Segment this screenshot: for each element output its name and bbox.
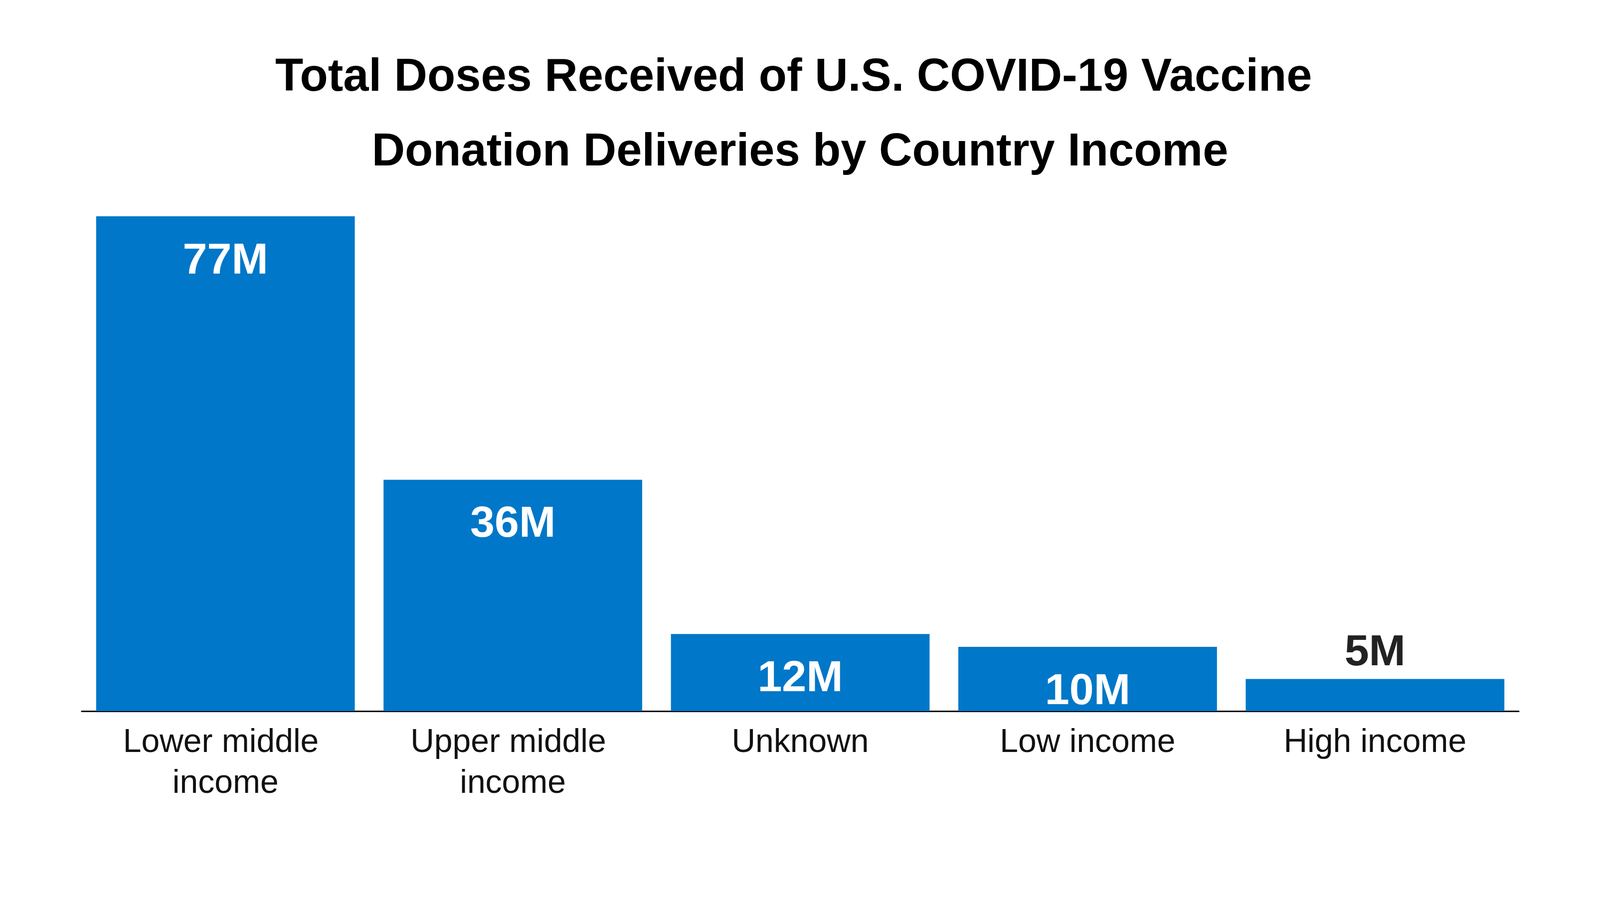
svg-text:77M: 77M (182, 233, 269, 284)
svg-text:5M: 5M (1344, 625, 1406, 676)
svg-text:High income: High income (1283, 722, 1467, 760)
svg-text:income: income (459, 763, 566, 801)
svg-text:Upper middle: Upper middle (410, 722, 616, 760)
svg-text:income: income (172, 763, 279, 801)
svg-text:Unknown: Unknown (731, 722, 869, 760)
svg-text:10M: 10M (1045, 664, 1131, 714)
svg-text:36M: 36M (470, 497, 556, 547)
svg-text:Total Doses Received of U.S. C: Total Doses Received of U.S. COVID-19 Va… (275, 49, 1325, 101)
svg-text:12M: 12M (757, 651, 843, 702)
svg-text:Donation Deliveries by Country: Donation Deliveries by Country Income (371, 124, 1229, 176)
svg-text:Low income: Low income (999, 722, 1176, 760)
svg-text:Lower middle: Lower middle (123, 722, 329, 760)
